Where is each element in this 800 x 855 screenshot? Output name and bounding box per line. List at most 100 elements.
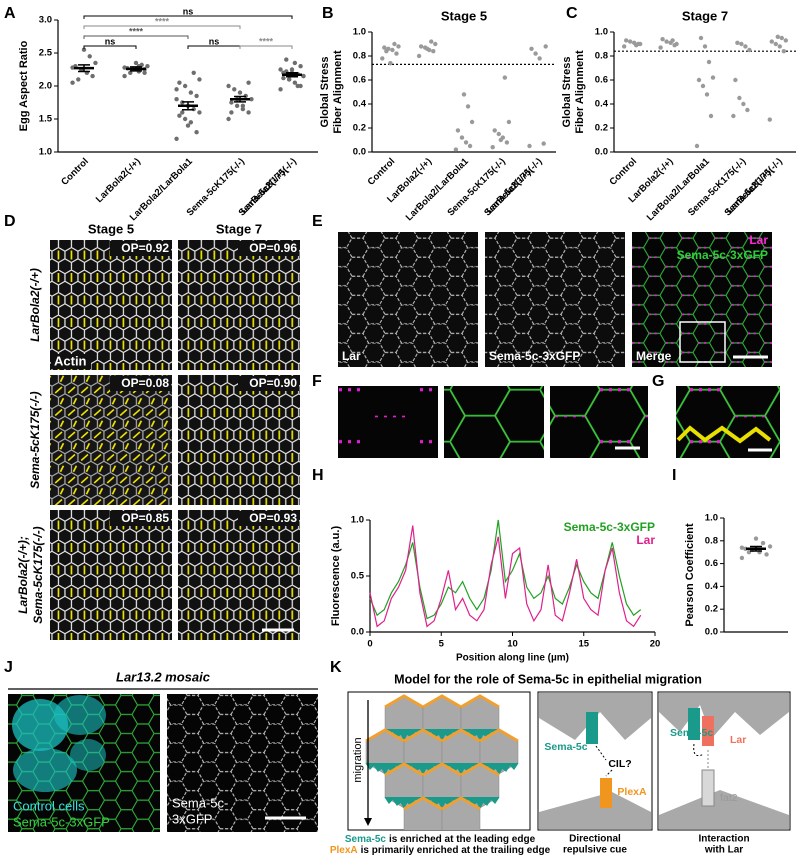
data-point (281, 75, 286, 81)
data-point (128, 70, 133, 76)
y-tick-label: 3.0 (39, 15, 52, 26)
data-point (226, 83, 231, 89)
data-point (627, 39, 633, 44)
significance-label: **** (259, 36, 274, 46)
channel-label: Lar (342, 349, 361, 363)
data-point (286, 77, 292, 82)
row-label: Sema-5cK175(-/-) (28, 391, 42, 488)
data-point (706, 59, 712, 65)
significance-bracket (83, 25, 241, 29)
migration-arrow (364, 818, 372, 826)
row-label: LarBola2(-/+); (16, 536, 30, 614)
micrograph (50, 510, 172, 640)
x-tick-label: Control (366, 156, 398, 188)
y-tick-label: 1.0 (351, 515, 364, 526)
data-point (674, 41, 679, 47)
data-point (767, 544, 773, 549)
label-backdrop (238, 511, 299, 526)
data-point (292, 60, 298, 66)
data-point (177, 80, 182, 85)
data-point (527, 143, 532, 149)
data-point (197, 77, 202, 82)
micrograph (338, 232, 478, 367)
panel-title: Model for the role of Sema-5c in epithel… (394, 672, 702, 686)
op-label: OP=0.85 (121, 511, 169, 525)
x-tick-label: 15 (578, 639, 589, 650)
data-point (278, 87, 283, 92)
data-point (739, 555, 745, 561)
y-tick-label: 0.2 (595, 123, 608, 134)
stain-label: Actin (54, 353, 87, 368)
cell-shape (659, 693, 789, 738)
y-tick-label: 0.0 (595, 147, 608, 158)
data-point (504, 140, 510, 145)
significance-bracket (83, 45, 137, 49)
micrograph (444, 386, 544, 458)
x-tick-label: Control (59, 156, 91, 188)
data-point (249, 97, 254, 102)
y-tick-label: 0.8 (353, 51, 366, 62)
x-tick-label: 10 (507, 639, 518, 650)
y-tick-label: 1.0 (595, 27, 608, 38)
data-point (638, 41, 643, 47)
micrograph (485, 232, 625, 367)
significance-label: ns (105, 36, 116, 46)
data-point (735, 40, 740, 45)
data-point (469, 119, 475, 125)
data-point (634, 43, 639, 48)
data-point (760, 540, 766, 546)
label-backdrop (238, 241, 299, 256)
data-point (745, 107, 750, 113)
data-point (174, 87, 179, 92)
op-label: OP=0.96 (249, 241, 297, 255)
data-point (237, 90, 243, 95)
x-tick-label: LarBola2/LarBola1 (645, 156, 713, 224)
data-point (502, 75, 508, 80)
label-backdrop (238, 376, 299, 391)
data-point (664, 39, 669, 44)
label-backdrop (110, 511, 171, 526)
panel-label: B (322, 5, 334, 22)
panel-k: Model for the role of Sema-5c in epithel… (330, 672, 791, 855)
data-point (543, 44, 548, 49)
data-point (506, 119, 512, 125)
micrograph (167, 694, 318, 832)
micrograph (178, 375, 300, 505)
significance-label: ns (183, 6, 194, 16)
x-tick-label: LarBola2(-/+) (94, 156, 143, 205)
legend-label: Sema-5c-3xGFP (13, 814, 110, 829)
data-point (122, 65, 127, 70)
series-line (369, 525, 642, 628)
data-point (773, 41, 778, 47)
data-point (461, 92, 467, 97)
caption: with Lar (704, 845, 743, 855)
data-point (93, 60, 98, 66)
lar-protein (702, 716, 714, 746)
data-point (425, 46, 430, 51)
data-point (702, 44, 708, 49)
fat2-protein (701, 769, 715, 807)
data-point (229, 110, 234, 115)
label-backdrop (110, 241, 171, 256)
data-point (292, 80, 298, 85)
y-tick-label: 0.8 (705, 535, 718, 546)
panel-label: H (312, 467, 324, 484)
protein-label: Sema-5c (544, 741, 587, 753)
panel-e: Lar Sema-5c-3xGFP Merge Lar Sema-5c-3xGF… (338, 232, 772, 367)
data-point (188, 120, 194, 125)
data-point (289, 67, 295, 72)
micrograph (50, 375, 172, 505)
error-bar (286, 72, 298, 78)
note-highlight: PlexA (330, 845, 358, 855)
plexa-protein (600, 778, 612, 808)
data-point (496, 131, 501, 137)
caption: Interaction (698, 834, 749, 845)
data-point (541, 141, 546, 146)
micrograph (550, 386, 648, 458)
panel-label: D (4, 213, 16, 230)
data-point (433, 41, 438, 47)
micrograph (178, 240, 300, 370)
y-tick-label: 1.0 (705, 513, 718, 524)
error-bar (182, 101, 194, 111)
micrograph (676, 386, 780, 458)
